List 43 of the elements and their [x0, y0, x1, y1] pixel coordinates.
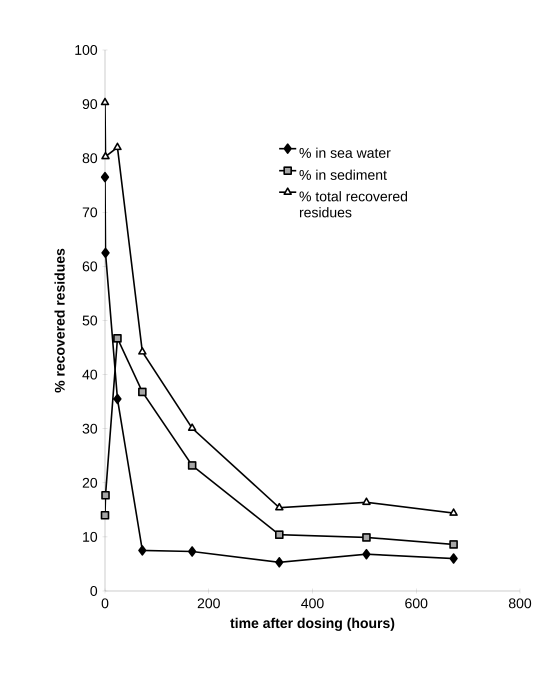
x-tick-label: 800	[508, 598, 532, 608]
point	[449, 540, 458, 549]
y-tick-label: 90	[82, 99, 98, 110]
y-tick-label: 100	[75, 45, 98, 55]
point	[188, 461, 196, 470]
y-tick-label: 0	[90, 586, 98, 596]
x-axis-title: time after dosing (hours)	[230, 618, 394, 631]
point	[449, 553, 458, 564]
point	[362, 548, 371, 560]
point	[113, 142, 122, 150]
point	[101, 490, 110, 500]
point	[138, 388, 147, 396]
point	[113, 334, 122, 343]
point	[275, 530, 284, 540]
point	[188, 546, 196, 557]
legend-label: % total recovered residues	[300, 191, 408, 218]
y-tick-label: 40	[82, 370, 98, 380]
y-axis-title: % recovered residues	[54, 248, 65, 393]
x-tick-label: 400	[301, 598, 324, 608]
point	[138, 347, 147, 355]
y-tick-label: 60	[82, 261, 98, 272]
point	[138, 545, 147, 556]
point	[275, 557, 284, 568]
point	[100, 510, 110, 520]
y-tick-label: 80	[82, 153, 98, 164]
point	[101, 248, 110, 258]
point	[113, 394, 122, 404]
point	[100, 172, 110, 182]
point	[188, 423, 196, 431]
point	[362, 533, 371, 542]
y-tick-label: 10	[83, 532, 98, 542]
y-tick-label: 50	[82, 316, 98, 326]
legend-label: % in sediment	[300, 170, 387, 180]
y-tick-label: 20	[82, 478, 98, 488]
point	[449, 508, 458, 516]
x-tick-label: 600	[405, 598, 428, 608]
y-tick-label: 70	[82, 207, 98, 218]
x-tick-label: 200	[198, 598, 220, 608]
y-tick-label: 30	[82, 424, 98, 434]
x-tick-label: 0	[102, 598, 108, 608]
point	[275, 502, 284, 510]
point	[362, 497, 371, 506]
legend-label: % in sea water	[300, 148, 391, 158]
